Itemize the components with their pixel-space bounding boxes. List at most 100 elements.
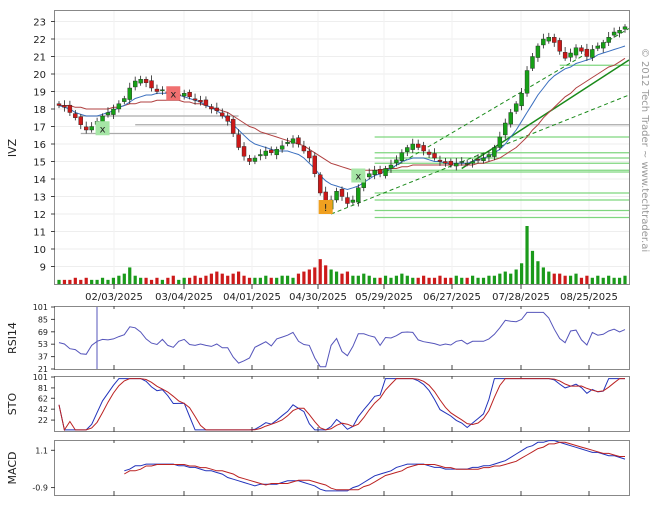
candle-body	[290, 138, 296, 144]
volume-bar	[226, 275, 230, 284]
volume-bar	[547, 271, 551, 284]
signal-marker-label: !	[324, 203, 328, 214]
sto-tick-label: 22	[38, 416, 48, 425]
x-tick-label: 07/28/2025	[492, 292, 550, 303]
volume-bar	[242, 275, 246, 284]
volume-bar	[307, 269, 311, 284]
volume-bar	[383, 275, 388, 284]
candle-body	[367, 173, 372, 178]
candle-body	[437, 159, 443, 162]
volume-bar	[509, 273, 513, 284]
x-tick-label: 08/25/2025	[560, 292, 618, 303]
candle-body	[132, 80, 138, 88]
volume-bar	[128, 267, 132, 284]
candle-body	[198, 100, 203, 103]
volume-bar	[503, 271, 507, 284]
candle-body	[399, 152, 405, 162]
volume-bar	[617, 277, 622, 284]
candle-body	[274, 149, 279, 156]
volume-bar	[471, 275, 475, 284]
candle-body	[73, 113, 78, 118]
volume-bar	[100, 277, 105, 284]
volume-bar	[139, 277, 143, 284]
rsi-label: RSI14	[6, 322, 19, 354]
volume-bar	[596, 275, 600, 284]
volume-bar	[144, 277, 148, 284]
macd-tick-label: 1.1	[35, 446, 48, 455]
candle-body	[258, 154, 263, 157]
candle-body	[56, 103, 62, 106]
trend-line	[461, 59, 630, 170]
signal-marker-label: x	[355, 172, 361, 183]
x-tick-label: 04/30/2025	[289, 292, 347, 303]
candle-body	[236, 134, 241, 148]
volume-bar	[394, 275, 399, 284]
volume-bar	[356, 275, 360, 284]
x-tick-label: 05/29/2025	[355, 292, 413, 303]
candle-body	[225, 115, 230, 122]
candle-body	[415, 143, 421, 148]
volume-bar	[492, 275, 496, 284]
candle-body	[497, 136, 503, 148]
candle-body	[214, 107, 220, 111]
candle-body	[579, 47, 584, 52]
volume-bar	[62, 279, 67, 284]
volume-bar	[275, 277, 279, 284]
volume-bar	[247, 277, 252, 284]
candle-body	[421, 145, 426, 152]
volume-bar	[541, 267, 545, 284]
candle-body	[127, 87, 132, 100]
signal-marker-label: x	[170, 89, 176, 100]
volume-bar	[612, 277, 616, 284]
volume-bars	[57, 226, 627, 284]
candle-body	[383, 168, 388, 177]
rsi-line	[58, 311, 626, 368]
signal-marker-box	[166, 86, 181, 101]
ticker-label: IVZ	[6, 138, 19, 157]
volume-bar	[400, 273, 404, 284]
candle-body	[116, 103, 122, 110]
volume-bar	[514, 269, 518, 284]
price-tick-label: 20	[33, 70, 46, 81]
volume-bar	[95, 279, 99, 284]
candle-body	[459, 161, 464, 163]
volume-bar	[280, 275, 284, 284]
volume-bar	[525, 226, 529, 284]
candle-body	[557, 40, 562, 52]
candle-body	[372, 170, 377, 176]
candle-body	[475, 159, 481, 161]
price-tick-label: 15	[33, 158, 46, 169]
candle-body	[454, 163, 459, 167]
candle-body	[519, 93, 524, 107]
candle-body	[296, 137, 301, 145]
candle-body	[503, 122, 508, 136]
volume-bar	[460, 277, 464, 284]
volume-bar	[498, 273, 502, 284]
candle-body	[247, 158, 252, 162]
volume-bar	[481, 277, 486, 284]
price-tick-label: 17	[33, 123, 46, 134]
candle-body	[622, 26, 628, 30]
moving-average-red	[59, 57, 626, 171]
volume-bar	[329, 269, 333, 284]
volume-bar	[313, 267, 317, 284]
candle-body	[105, 112, 111, 116]
volume-bar	[160, 279, 165, 284]
candle-body	[269, 149, 274, 153]
candle-body	[78, 116, 83, 125]
volume-bar	[438, 275, 442, 284]
candle-body	[388, 164, 394, 169]
volume-bar	[198, 277, 203, 284]
volume-bar	[90, 279, 94, 284]
volume-bar	[432, 277, 437, 284]
volume-bar	[416, 277, 420, 284]
price-tick-label: 12	[33, 210, 46, 221]
signal-marker-box	[351, 168, 366, 183]
volume-bar	[519, 263, 524, 284]
candle-body	[356, 187, 361, 203]
candle-body	[405, 147, 410, 152]
candle-body	[590, 49, 595, 58]
signal-markers: x x x!	[95, 86, 366, 214]
candle-body	[617, 30, 622, 34]
